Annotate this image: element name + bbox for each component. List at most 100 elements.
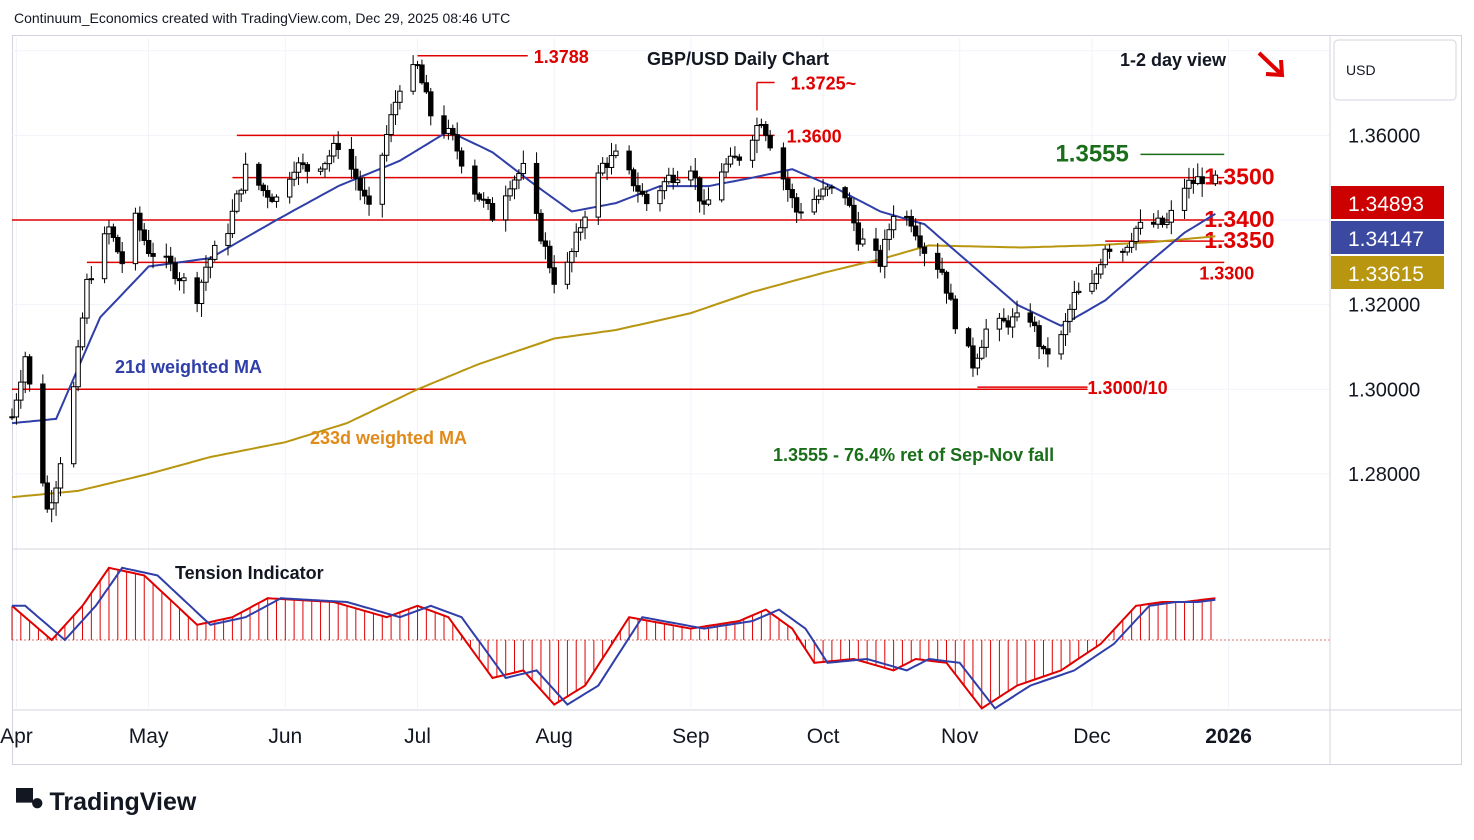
candle: [604, 157, 610, 181]
candle: [445, 119, 452, 140]
candle: [450, 124, 456, 141]
candle: [1186, 167, 1192, 199]
candle: [882, 229, 888, 279]
candle: [657, 186, 663, 212]
level-label: 1.3400: [1204, 206, 1274, 232]
candle: [948, 283, 954, 301]
candle-body: [789, 189, 795, 199]
candle: [595, 165, 601, 226]
candle-body: [22, 356, 28, 383]
candle-body: [53, 487, 59, 504]
candle: [701, 189, 707, 215]
candle: [331, 135, 337, 163]
candle: [661, 177, 668, 200]
candle: [13, 393, 20, 425]
candle-body: [855, 222, 862, 245]
candle: [502, 185, 509, 232]
candle: [979, 339, 985, 361]
candle: [1102, 245, 1108, 269]
currency-button[interactable]: USD: [1333, 39, 1457, 101]
candle-body: [137, 212, 143, 231]
candle-body: [194, 277, 200, 304]
candle-body: [176, 278, 183, 282]
candle: [1045, 337, 1051, 368]
candle-body: [758, 123, 765, 127]
candle: [1124, 244, 1130, 256]
currency-label: USD: [1346, 62, 1376, 78]
candle-body: [335, 142, 341, 150]
candle: [1062, 313, 1069, 346]
candle: [106, 220, 112, 245]
candle: [1058, 330, 1064, 360]
candle-body: [511, 179, 518, 190]
candle: [172, 257, 178, 285]
candle: [44, 475, 50, 513]
candle: [873, 227, 879, 264]
candle-body: [666, 174, 672, 183]
candle: [644, 190, 650, 212]
candle: [419, 59, 425, 85]
candle-body: [657, 190, 663, 205]
candle-body: [300, 162, 306, 166]
candle: [970, 337, 976, 377]
candle: [472, 159, 478, 202]
candle: [860, 228, 866, 247]
candle-body: [798, 211, 804, 214]
candle: [458, 147, 465, 174]
candle-body: [1124, 246, 1130, 253]
candle-body: [1137, 221, 1144, 229]
candle-body: [520, 162, 527, 175]
ma21-label: 21d weighted MA: [115, 357, 262, 377]
candle-body: [507, 188, 513, 197]
candle-body: [595, 172, 601, 218]
candle: [137, 206, 143, 242]
candle: [921, 242, 928, 267]
tension-histogram: [11, 567, 1212, 709]
candle: [573, 223, 579, 258]
candle-body: [326, 155, 333, 165]
candle: [383, 125, 390, 162]
candle-body: [908, 216, 914, 227]
candle-body: [626, 150, 632, 171]
candle: [811, 187, 817, 215]
candle-body: [1150, 221, 1157, 225]
candle: [1195, 163, 1201, 186]
candle: [145, 229, 152, 257]
badge-label: 1.34893: [1348, 193, 1424, 216]
candle-body: [1005, 320, 1011, 328]
candle: [688, 165, 694, 187]
candle-body: [1058, 334, 1064, 355]
candle-body: [815, 195, 822, 200]
candle: [150, 242, 156, 269]
candle: [639, 183, 646, 197]
candle: [732, 146, 738, 159]
level-label: 1.3000/10: [1088, 378, 1168, 398]
candle-body: [824, 186, 831, 190]
candle: [300, 153, 306, 170]
candle-body: [317, 168, 324, 172]
candle-body: [242, 163, 249, 191]
candle: [1067, 304, 1073, 333]
candle-body: [732, 155, 738, 158]
candle: [1098, 258, 1104, 279]
candle: [366, 186, 372, 216]
candle: [119, 242, 125, 273]
candle-body: [1168, 209, 1175, 223]
price-badge-ma233: 1.33615: [1331, 256, 1444, 289]
candle-body: [785, 178, 791, 191]
candle-body: [225, 233, 231, 246]
candle-body: [1036, 325, 1042, 347]
candle: [335, 131, 341, 159]
candle: [785, 171, 791, 202]
candle: [1155, 210, 1161, 229]
candle: [353, 156, 359, 191]
candle-body: [287, 178, 293, 198]
candle: [599, 157, 606, 176]
candle: [1133, 225, 1139, 251]
candle-body: [476, 193, 482, 200]
candle: [428, 87, 434, 126]
candle-body: [912, 225, 919, 237]
tradingview-brand[interactable]: ▀● TradingView: [16, 788, 196, 817]
candle-body: [820, 188, 826, 197]
